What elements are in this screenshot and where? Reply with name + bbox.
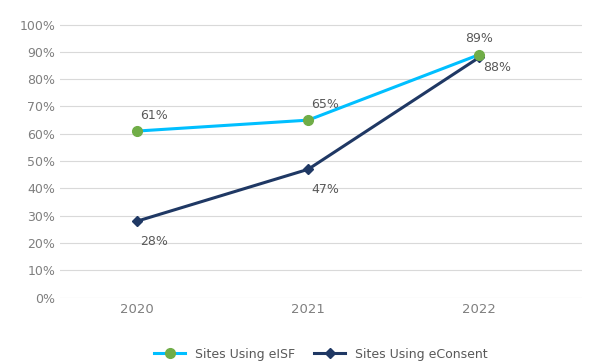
- Sites Using eISF: [133, 129, 140, 133]
- Sites Using eConsent: [133, 219, 140, 223]
- Text: 89%: 89%: [466, 32, 493, 45]
- Text: 65%: 65%: [311, 98, 340, 111]
- Sites Using eISF: [476, 52, 483, 57]
- Line: Sites Using eISF: Sites Using eISF: [132, 50, 484, 136]
- Sites Using eConsent: [476, 55, 483, 60]
- Legend: Sites Using eISF, Sites Using eConsent: Sites Using eISF, Sites Using eConsent: [149, 343, 493, 363]
- Text: 28%: 28%: [140, 235, 169, 248]
- Text: 47%: 47%: [311, 183, 340, 196]
- Text: 61%: 61%: [140, 109, 168, 122]
- Sites Using eConsent: [305, 167, 312, 171]
- Sites Using eISF: [305, 118, 312, 122]
- Line: Sites Using eConsent: Sites Using eConsent: [134, 54, 483, 225]
- Text: 88%: 88%: [483, 61, 511, 74]
